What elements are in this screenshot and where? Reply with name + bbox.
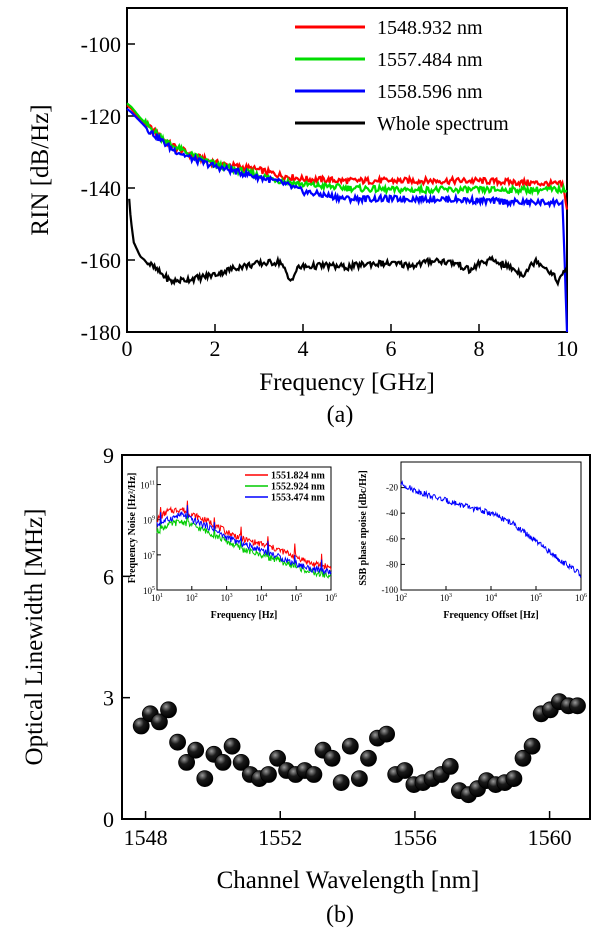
inset-left-legend-label-1: 1551.824 nm (271, 471, 326, 482)
panel-b-xtick-label: 1556 (393, 825, 437, 850)
panel-b-point (351, 771, 367, 787)
panel-b-point (342, 738, 358, 754)
panel-b-point (261, 767, 277, 783)
inset-left-ylabel: Frequency Noise [Hz²/Hz] (127, 473, 138, 584)
panel-b-point (170, 734, 186, 750)
panel-b-ytick-label: 6 (103, 564, 114, 589)
panel-a-ylabel: RIN [dB/Hz] (27, 104, 54, 235)
panel-b-point (161, 702, 177, 718)
panel-b-point (379, 726, 395, 742)
panel-a-legend-label-3: 1558.596 nm (377, 81, 483, 103)
inset-right-xtick-label: 106 (575, 593, 587, 603)
panel-a-ytick-label: -140 (81, 176, 121, 201)
panel-a-legend-label-1: 1548.932 nm (377, 17, 483, 39)
panel-a-xtick-label: 8 (474, 336, 485, 361)
panel-a-ytick-label: -120 (81, 104, 121, 129)
panel-a-legend: 1548.932 nm 1557.484 nm 1558.596 nm Whole s… (295, 17, 509, 135)
panel-a-xtick-label: 2 (210, 336, 221, 361)
inset-right-ytick-label: -40 (386, 508, 398, 518)
panel-b-point (333, 775, 349, 791)
inset-right-ytick-label: -80 (386, 559, 398, 569)
panel-b-xtick-label: 1548 (124, 825, 168, 850)
panel-b-xtick-label: 1552 (258, 825, 302, 850)
panel-b-point (224, 738, 240, 754)
panel-a-ytick-label: -160 (81, 248, 121, 273)
panel-a-ytick-label: -100 (81, 32, 121, 57)
inset-right-ylabel: SSB phase npoise [dBc/Hz] (358, 470, 369, 585)
inset-left-xtick-label: 106 (325, 593, 337, 603)
panel-b-ytick-label: 0 (103, 807, 114, 832)
panel-a-xtick-label: 6 (386, 336, 397, 361)
panel-b-point (442, 758, 458, 774)
panel-a-frame (127, 8, 567, 332)
inset-left-xlabel: Frequency [Hz] (211, 610, 278, 621)
panel-b-point (570, 698, 586, 714)
panel-a-legend-label-4: Whole spectrum (377, 113, 509, 135)
panel-b-point (215, 754, 231, 770)
panel-b-point (188, 742, 204, 758)
panel-a-chart: 0 2 4 6 8 10-180-160-140-120-100 1548.932 nm1… (27, 8, 578, 428)
panel-a-xlabel: Frequency [GHz] (259, 369, 435, 396)
panel-a-series-line-4 (129, 199, 567, 284)
panel-a-xtick-label: 0 (122, 336, 133, 361)
panel-a-xtick-label: 4 (298, 336, 309, 361)
panel-a-legend-label-2: 1557.484 nm (377, 49, 483, 71)
panel-b-point (197, 771, 213, 787)
inset-left-legend-label-3: 1553.474 nm (271, 493, 326, 504)
panel-b-ytick-label: 3 (103, 686, 114, 711)
panel-b-point (397, 763, 413, 779)
panel-b-points-group (133, 694, 585, 803)
panel-a-series-group (127, 103, 567, 332)
panel-a-xtick-label: 10 (556, 336, 578, 361)
panel-a-ytick-label: -180 (81, 320, 121, 345)
panel-b-point (324, 750, 340, 766)
panel-b-ylabel: Optical Linewidth [MHz] (21, 509, 48, 766)
inset-right-chart: 102 103 104 105 106 -100 -80 -60 -40 -20 Frequenc… (350, 462, 587, 621)
panel-b-point (506, 771, 522, 787)
inset-left-chart: 101 102 103 104 105 106 105 107 109 1011 1551.824… (127, 463, 337, 621)
panel-b-label: (b) (326, 902, 354, 928)
panel-a-label: (a) (327, 402, 354, 428)
panel-b-chart: 1548 1552 1556 1560 0 3 6 9 Channel Wavelength … (21, 443, 590, 928)
inset-right-ytick-label: -60 (386, 534, 398, 544)
panel-b-xlabel: Channel Wavelength [nm] (217, 867, 480, 894)
panel-b-xtick-label: 1560 (528, 825, 572, 850)
inset-left-legend-label-2: 1552.924 nm (271, 482, 326, 493)
panel-b-point (306, 767, 322, 783)
inset-right-ytick-label: -100 (382, 585, 399, 595)
panel-a-series-line-3 (127, 109, 567, 332)
panel-b-point (524, 738, 540, 754)
inset-right-xlabel: Frequency Offset [Hz] (443, 610, 538, 621)
panel-b-point (361, 750, 377, 766)
panel-b-ytick-label: 9 (103, 443, 114, 468)
inset-right-ytick-label: -20 (386, 483, 398, 493)
